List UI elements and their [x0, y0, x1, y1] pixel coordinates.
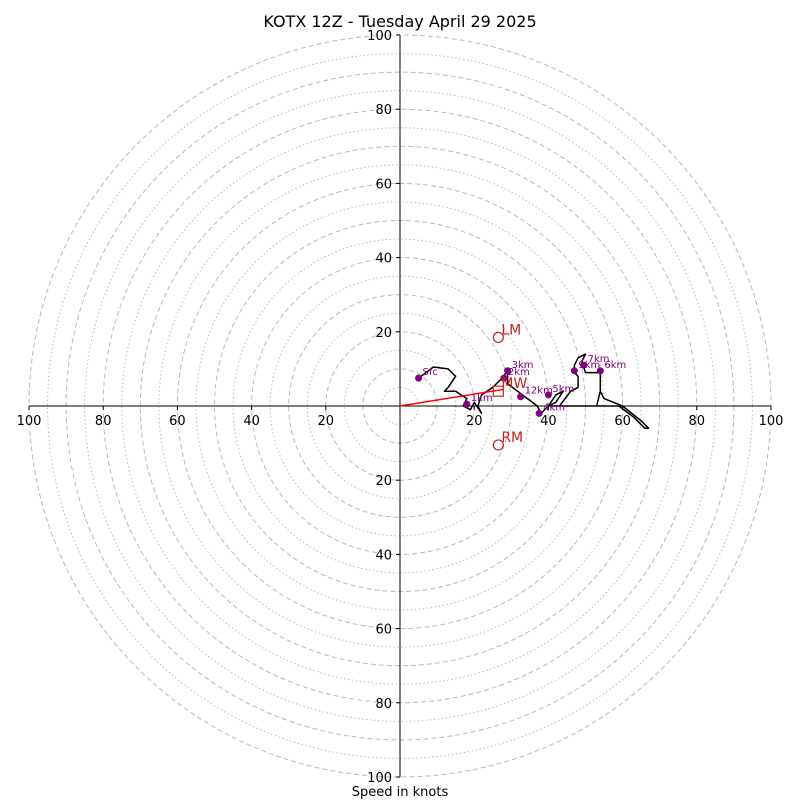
height-point	[570, 367, 578, 375]
x-tick-label: 40	[243, 414, 260, 429]
x-tick-label: 60	[169, 414, 186, 429]
height-label: 1km	[471, 393, 493, 404]
x-tick-label: 100	[759, 414, 784, 429]
height-label: 5km	[552, 384, 574, 395]
height-label: 12km	[525, 386, 553, 397]
x-tick-label: 20	[466, 414, 483, 429]
mean-wind-marker	[492, 385, 504, 397]
y-tick-label: 80	[375, 103, 392, 118]
y-tick-label: 100	[367, 771, 392, 786]
chart-title: KOTX 12Z - Tuesday April 29 2025	[263, 12, 536, 31]
mean-wind-vector	[399, 388, 504, 407]
y-tick-label: 20	[375, 474, 392, 489]
height-point	[504, 367, 512, 375]
x-tick-label: 40	[540, 414, 557, 429]
hodograph-trace	[418, 353, 650, 430]
lm-label: LM	[501, 322, 521, 338]
x-tick-label: 100	[17, 414, 42, 429]
height-point	[544, 391, 552, 399]
y-tick-label: 80	[375, 697, 392, 712]
y-tick-label: 20	[375, 326, 392, 341]
height-point	[415, 374, 423, 382]
height-point	[596, 367, 604, 375]
storm-motion-markers: LM RM MW	[492, 322, 527, 451]
height-point	[463, 400, 471, 408]
tick-labels: 100 100 80 80 60 60 40 40 20 20 20 20 40 40 60 60 80 80 10…	[17, 29, 784, 786]
y-tick-label: 100	[367, 29, 392, 44]
x-tick-label: 80	[95, 414, 112, 429]
height-point	[500, 374, 508, 382]
height-point	[580, 361, 588, 369]
height-point	[535, 409, 543, 417]
y-tick-label: 60	[375, 623, 392, 638]
x-tick-label: 80	[689, 414, 706, 429]
height-label: 3km	[512, 360, 534, 371]
y-tick-label: 60	[375, 177, 392, 192]
x-tick-label: 60	[614, 414, 631, 429]
y-tick-label: 40	[375, 548, 392, 563]
y-tick-label: 40	[375, 252, 392, 267]
height-label: 2km	[508, 367, 530, 378]
height-label: 6km	[604, 360, 626, 371]
height-label: Sfc	[423, 367, 438, 378]
height-label: 4km	[543, 402, 565, 413]
lm-marker	[492, 331, 504, 343]
mw-label: MW	[501, 376, 527, 392]
height-label: 7km	[588, 354, 610, 365]
height-point	[517, 393, 525, 401]
rm-marker	[492, 439, 504, 451]
height-label: 9km	[578, 360, 600, 371]
x-tick-label: 20	[318, 414, 335, 429]
rm-label: RM	[501, 430, 523, 446]
x-axis-label: Speed in knots	[352, 785, 449, 800]
